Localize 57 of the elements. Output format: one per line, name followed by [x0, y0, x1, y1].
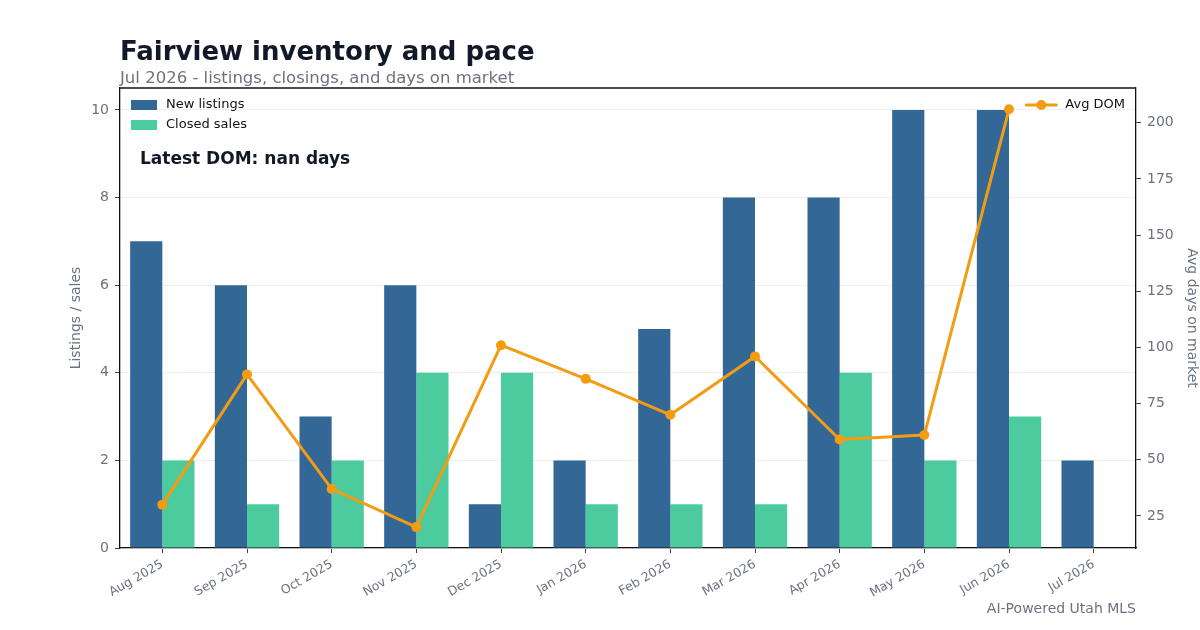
bar: [299, 416, 332, 548]
bar: [1009, 416, 1042, 548]
point: [580, 373, 591, 384]
bar: [468, 504, 501, 548]
bar: [755, 504, 788, 548]
bar: [247, 504, 280, 548]
legend-label: Avg DOM: [1065, 96, 1125, 112]
annotation: Latest DOM: nan days: [140, 148, 351, 169]
point: [750, 351, 760, 362]
y-tick-label: 4: [100, 363, 110, 380]
bar: [638, 328, 671, 548]
y2-tick-label: 125: [1147, 281, 1174, 298]
point: [157, 499, 168, 510]
y-tick-label: 0: [100, 538, 109, 555]
point: [665, 409, 676, 420]
bar: [553, 460, 586, 548]
bar: [501, 372, 534, 548]
bar: [1061, 460, 1094, 548]
y2-tick-label: 75: [1147, 394, 1165, 411]
bar: [670, 504, 703, 548]
point: [834, 434, 845, 445]
legend-label: New listings: [166, 96, 245, 112]
bar: [416, 372, 449, 548]
chart-title: Fairview inventory and pace: [120, 36, 535, 66]
bar: [807, 197, 840, 548]
text: AI-Powered Utah MLS: [986, 600, 1136, 616]
point: [919, 430, 930, 441]
y2-tick-label: 50: [1147, 450, 1165, 467]
bar: [162, 460, 195, 548]
bar: [214, 285, 247, 548]
bar: [924, 460, 957, 548]
point: [242, 369, 252, 380]
bar: [331, 460, 364, 548]
y-axis-title: Listings / sales: [67, 266, 84, 370]
point: [1004, 104, 1014, 115]
bar: [722, 197, 755, 548]
bar: [976, 109, 1009, 548]
point: [326, 483, 337, 494]
bar: [384, 285, 417, 548]
y2-tick-label: 25: [1147, 506, 1165, 523]
bar: [892, 109, 925, 548]
y-tick-label: 8: [100, 188, 109, 205]
legend-label: Closed sales: [166, 116, 248, 132]
bar: [130, 241, 163, 548]
y-tick-label: 2: [100, 451, 109, 468]
bar: [585, 504, 618, 548]
bar: [839, 372, 872, 548]
y2-tick-label: 200: [1147, 113, 1174, 130]
y-tick-label: 10: [91, 100, 109, 117]
y-tick-label: 6: [100, 275, 110, 292]
point: [496, 340, 506, 351]
y2-tick-label: 150: [1147, 225, 1174, 242]
y2-tick-label: 175: [1147, 169, 1174, 186]
point: [411, 522, 422, 533]
y2-axis-title: Avg days on market: [1184, 248, 1200, 389]
y2-tick-label: 100: [1147, 338, 1174, 355]
chart-subtitle: Jul 2026 - listings, closings, and days on market: [120, 68, 515, 87]
